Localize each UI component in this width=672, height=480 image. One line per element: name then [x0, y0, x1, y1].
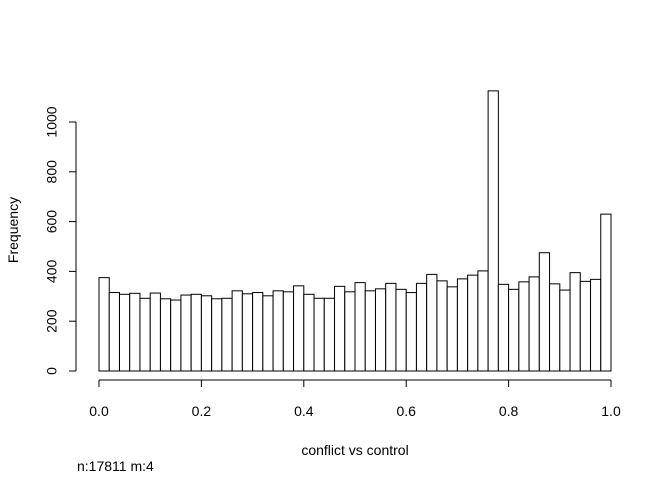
histogram-bar: [549, 283, 561, 372]
histogram-bar: [118, 293, 131, 372]
histogram-bar: [293, 285, 305, 372]
y-axis: 0 200 400 600 800 1000: [44, 106, 77, 375]
histogram-bar: [436, 280, 448, 372]
histogram-bar: [559, 289, 571, 372]
histogram-bar: [149, 292, 161, 372]
histogram-bar: [508, 288, 520, 372]
histogram-bar: [354, 282, 366, 372]
histogram-bars: [98, 90, 612, 372]
histogram-bar: [272, 290, 284, 372]
histogram-bar: [108, 292, 120, 372]
histogram-bar: [344, 291, 356, 372]
histogram-bar: [231, 290, 243, 372]
histogram-bar: [252, 292, 264, 372]
x-tick-label: 0.2: [192, 403, 212, 419]
x-tick-label: 0.4: [294, 403, 314, 419]
histogram-bar: [374, 288, 387, 372]
histogram-bar: [334, 285, 346, 372]
histogram-bar: [190, 293, 202, 372]
y-tick-label: 0: [44, 367, 60, 375]
histogram-bar: [569, 272, 581, 372]
y-tick-label: 400: [44, 260, 60, 284]
y-tick-label: 800: [44, 160, 60, 184]
histogram-bar: [456, 278, 469, 372]
histogram-bar: [395, 288, 407, 372]
y-tick-label: 600: [44, 210, 60, 234]
histogram-bar: [200, 295, 213, 372]
histogram-bar: [159, 298, 172, 372]
histogram-bar: [170, 299, 182, 372]
histogram-bar: [385, 282, 397, 372]
histogram-bar: [426, 273, 438, 372]
x-tick-label: 0.8: [499, 403, 519, 419]
x-tick-label: 0.0: [89, 403, 109, 419]
y-tick-label: 200: [44, 309, 60, 333]
x-tick-label: 1.0: [601, 403, 621, 419]
histogram-bar: [590, 278, 602, 372]
x-axis-label: conflict vs control: [301, 442, 408, 458]
histogram-bar: [446, 286, 458, 372]
histogram-bar: [129, 292, 141, 372]
histogram-bar: [262, 295, 274, 372]
histogram-bar: [405, 292, 417, 372]
histogram-bar: [467, 274, 479, 372]
histogram-bar: [518, 281, 530, 372]
histogram-bar: [528, 276, 540, 372]
y-tick-label: 1000: [44, 106, 60, 137]
histogram-bar: [579, 280, 592, 372]
histogram-bar: [211, 298, 223, 372]
histogram-bar: [487, 90, 499, 372]
histogram-bar: [364, 290, 376, 372]
histogram-bar: [282, 291, 295, 372]
histogram-bar: [98, 277, 110, 372]
histogram-bar: [221, 297, 233, 372]
histogram-bar: [180, 294, 192, 372]
histogram-bar: [323, 297, 336, 372]
x-axis: 0.0 0.2 0.4 0.6 0.8 1.0: [89, 379, 621, 419]
histogram-bar: [600, 213, 612, 372]
histogram-bar: [241, 293, 254, 372]
histogram-bar: [538, 252, 551, 372]
histogram-bar: [303, 293, 315, 372]
histogram-bar: [497, 283, 510, 372]
histogram-bar: [477, 270, 489, 372]
x-tick-label: 0.6: [396, 403, 416, 419]
histogram-bar: [139, 297, 151, 372]
histogram-bar: [415, 282, 428, 372]
histogram-bar: [313, 297, 325, 372]
sample-size-note: n:17811 m:4: [77, 458, 154, 474]
y-axis-label: Frequency: [5, 197, 21, 263]
